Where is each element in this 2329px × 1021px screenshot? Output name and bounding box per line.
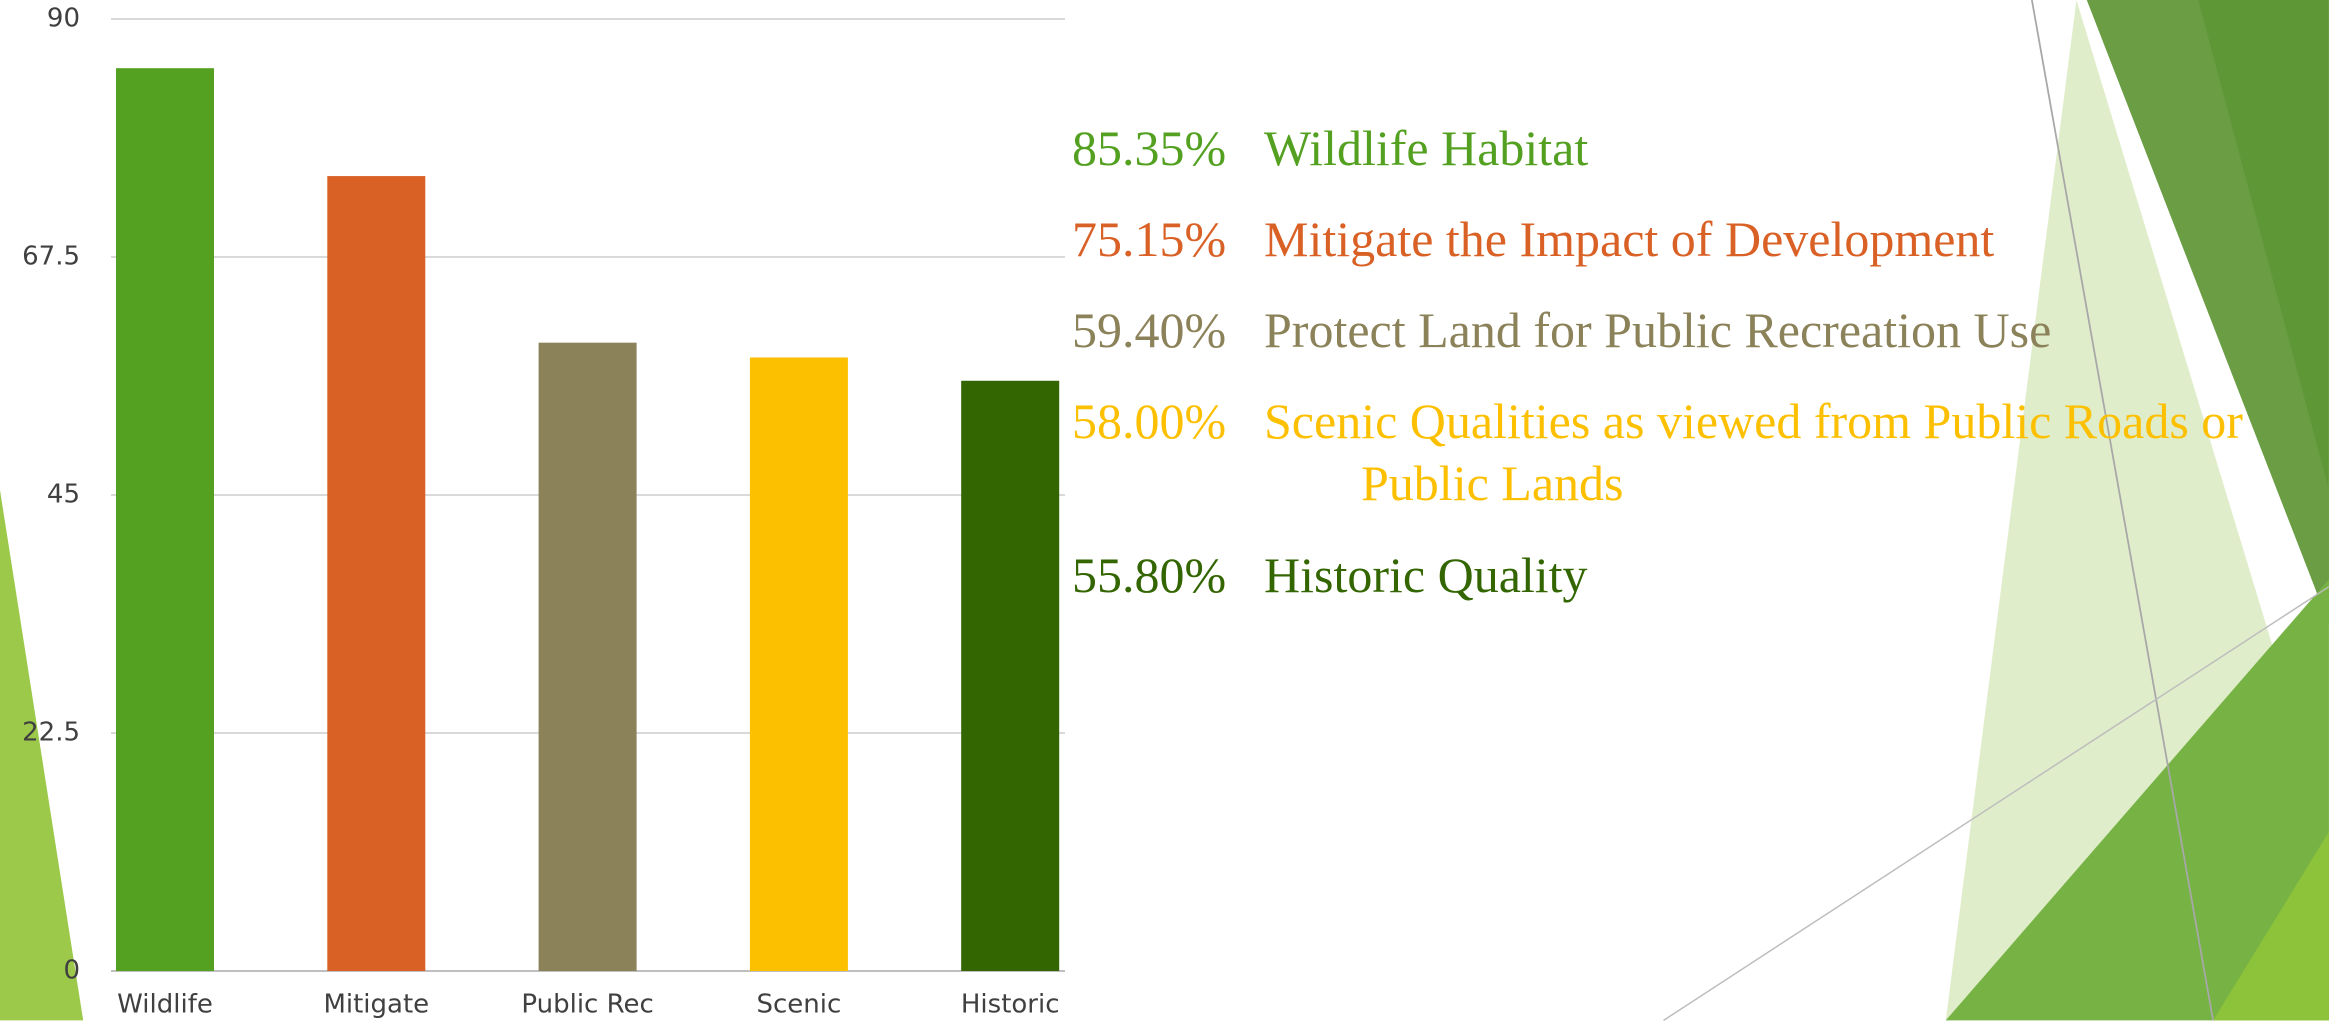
x-tick-label: Scenic	[757, 990, 842, 1020]
y-tick-label: 0	[63, 956, 80, 986]
description: Mitigate the Impact of Development	[1264, 208, 2326, 270]
y-tick-label: 67.5	[22, 242, 80, 272]
y-tick-label: 45	[47, 480, 80, 510]
description: Scenic Qualities as viewed from Public R…	[1264, 390, 2326, 514]
x-tick-label: Wildlife	[117, 990, 213, 1020]
value-label: 55.80%	[1072, 544, 1226, 606]
value-label: 59.40%	[1072, 299, 1226, 361]
description: Historic Quality	[1264, 544, 2326, 606]
bar	[750, 357, 848, 971]
x-tick-label: Historic	[961, 990, 1060, 1020]
x-tick-label: Public Rec	[521, 990, 653, 1020]
x-tick-label: Mitigate	[323, 990, 429, 1020]
y-tick-label: 22.5	[22, 718, 80, 748]
description: Protect Land for Public Recreation Use	[1264, 299, 2326, 361]
description: Wildlife Habitat	[1264, 117, 2326, 179]
bar	[116, 68, 214, 971]
value-label: 58.00%	[1072, 390, 1226, 452]
bar	[327, 176, 425, 971]
bar	[961, 381, 1059, 971]
value-label: 75.15%	[1072, 208, 1226, 270]
page: {"chart_data": {"type": "bar", "categori…	[0, 0, 2329, 1021]
y-tick-label: 90	[47, 4, 80, 34]
plot-area: 0 22.5 45 67.5 90 Wildlife Mitigate Public Rec S…	[22, 4, 1065, 1020]
value-label: 85.35%	[1072, 117, 1226, 179]
bar	[539, 343, 637, 971]
